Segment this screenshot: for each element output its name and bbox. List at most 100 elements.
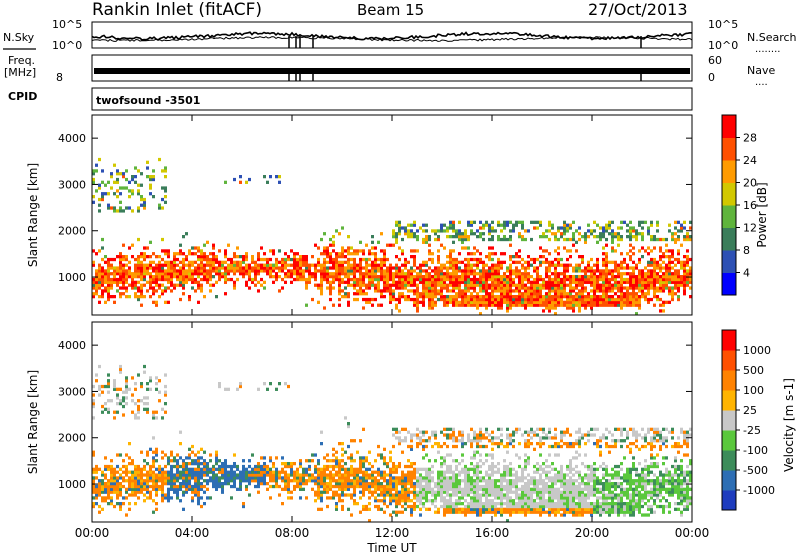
power-cell (98, 209, 101, 213)
velocity-cell (230, 467, 233, 471)
power-cell (674, 257, 677, 262)
power-cell (647, 283, 650, 287)
velocity-cell (164, 473, 167, 477)
velocity-cell (95, 464, 98, 469)
velocity-cell (440, 456, 443, 460)
power-cell (422, 286, 425, 290)
power-cell (497, 275, 500, 279)
velocity-cell (416, 470, 419, 474)
power-cell (248, 266, 251, 270)
power-cell (134, 295, 137, 299)
power-cell (449, 289, 452, 293)
power-cell (605, 266, 608, 270)
velocity-cell (392, 479, 395, 483)
power-cell (575, 303, 578, 307)
velocity-cell (413, 504, 416, 509)
velocity-cell (242, 502, 245, 506)
power-cell (656, 229, 659, 233)
velocity-cell (155, 484, 158, 489)
power-cell (137, 275, 140, 279)
power-cell (200, 283, 203, 287)
power-cell (347, 263, 350, 267)
velocity-cell (101, 487, 104, 491)
power-cell (536, 283, 539, 287)
velocity-cell (287, 464, 290, 469)
power-cell (425, 263, 428, 267)
power-cell (659, 280, 662, 284)
power-cell (590, 257, 593, 262)
power-cell (410, 269, 413, 273)
velocity-cell (467, 436, 470, 440)
velocity-cell (407, 499, 410, 503)
power-cell (338, 263, 341, 267)
velocity-cell (452, 439, 455, 443)
velocity-cell (356, 476, 359, 480)
power-cell (197, 269, 200, 273)
power-cell (482, 269, 485, 273)
velocity-cell (152, 487, 155, 491)
power-colorbar-tick-label: 28 (743, 132, 757, 145)
power-cell (269, 272, 272, 276)
velocity-cell (92, 490, 95, 494)
velocity-cell (134, 502, 137, 506)
velocity-cell (467, 476, 470, 480)
velocity-cell (296, 476, 299, 480)
power-cell (380, 277, 383, 282)
velocity-cell (146, 484, 149, 489)
velocity-cell (347, 422, 350, 426)
velocity-cell (176, 467, 179, 471)
power-cell (368, 272, 371, 276)
velocity-cell (230, 496, 233, 500)
power-cell (389, 292, 392, 296)
velocity-cell (458, 499, 461, 503)
velocity-cell (461, 493, 464, 497)
velocity-cell (452, 444, 455, 449)
velocity-cell (440, 493, 443, 497)
velocity-cell (134, 470, 137, 474)
power-cell (590, 266, 593, 270)
velocity-cell (422, 444, 425, 449)
power-cell (491, 292, 494, 296)
velocity-cell (437, 482, 440, 486)
power-cell (653, 266, 656, 270)
velocity-cell (515, 484, 518, 489)
velocity-cell (332, 484, 335, 489)
velocity-cell (305, 470, 308, 474)
velocity-cell (188, 462, 191, 466)
velocity-cell (437, 507, 440, 511)
velocity-cell (467, 510, 470, 514)
velocity-cell (401, 493, 404, 497)
velocity-cell (164, 373, 167, 377)
velocity-cell (527, 499, 530, 503)
power-cell (512, 280, 515, 284)
power-cell (404, 266, 407, 270)
velocity-cell (512, 439, 515, 443)
power-cell (467, 220, 470, 224)
power-cell (287, 275, 290, 279)
velocity-cell (143, 467, 146, 471)
velocity-cell (104, 456, 107, 460)
power-cell (635, 237, 638, 242)
power-cell (533, 280, 536, 284)
velocity-cell (488, 490, 491, 494)
velocity-cell (509, 513, 512, 517)
power-cell (338, 277, 341, 282)
velocity-cell (488, 453, 491, 457)
velocity-cell (152, 436, 155, 440)
power-cell (452, 235, 455, 239)
velocity-cell (470, 504, 473, 509)
power-cell (215, 260, 218, 264)
power-cell (449, 226, 452, 230)
power-cell (611, 235, 614, 239)
velocity-cell (329, 473, 332, 477)
power-cell (638, 303, 641, 307)
velocity-cell (506, 467, 509, 471)
power-cell (596, 235, 599, 239)
power-cell (374, 269, 377, 273)
power-cell (335, 266, 338, 270)
power-cell (497, 295, 500, 299)
power-cell (281, 257, 284, 262)
power-cell (167, 260, 170, 264)
velocity-cell (128, 484, 131, 489)
power-cell (299, 266, 302, 270)
